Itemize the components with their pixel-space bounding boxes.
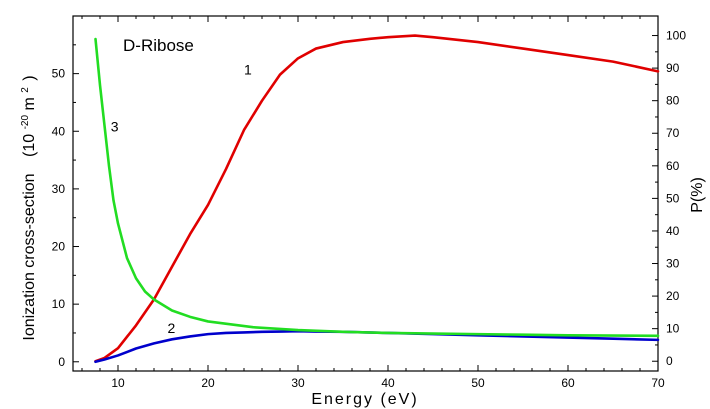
y2-tick-label: 50 bbox=[666, 191, 680, 205]
x-tick-label: 40 bbox=[381, 376, 395, 390]
y-axis-label-unit-exp2: 2 bbox=[20, 87, 31, 93]
series-line-3 bbox=[94, 37, 660, 338]
x-tick-label: 30 bbox=[291, 376, 305, 390]
y2-tick-label: 20 bbox=[666, 289, 680, 303]
x-axis-label: Energy (eV) bbox=[311, 391, 418, 408]
y-axis-label-unit-close: ) bbox=[21, 75, 38, 80]
curve-label-1: 1 bbox=[244, 62, 252, 78]
x-tick-label: 10 bbox=[111, 376, 125, 390]
y-tick-label: 30 bbox=[52, 182, 66, 196]
y2-tick-label: 40 bbox=[666, 224, 680, 238]
x-tick-label: 60 bbox=[561, 376, 575, 390]
label-group: 1 2 3 bbox=[111, 62, 252, 336]
y2-axis-label: P(%) bbox=[689, 177, 706, 213]
y-tick-label: 0 bbox=[58, 355, 65, 369]
y-axis-label-unit-tail: m bbox=[21, 97, 38, 110]
y-tick-label: 40 bbox=[52, 124, 66, 138]
y2-tick-label: 80 bbox=[666, 94, 680, 108]
y-axis-label-unit-exp: -20 bbox=[20, 115, 31, 130]
y2-tick-label: 30 bbox=[666, 257, 680, 271]
y2-tick-label: 70 bbox=[666, 126, 680, 140]
y-tick-label: 50 bbox=[52, 67, 66, 81]
x-tick-label: 20 bbox=[201, 376, 215, 390]
chart-title: D-Ribose bbox=[123, 36, 194, 55]
y-axis-label: Ionization cross-section (10 -20 m 2 ) bbox=[15, 75, 38, 340]
tick-group: 10 20 30 40 50 60 7001020304050010203040506070… bbox=[52, 16, 686, 390]
series-line-2 bbox=[94, 329, 660, 364]
series-line-1 bbox=[94, 34, 660, 363]
plot-frame bbox=[72, 15, 659, 372]
curve-label-3: 3 bbox=[111, 118, 119, 134]
y2-tick-label: 90 bbox=[666, 61, 680, 75]
y2-tick-label: 0 bbox=[666, 354, 673, 368]
y-tick-label: 10 bbox=[52, 297, 66, 311]
x-tick-label: 50 bbox=[471, 376, 485, 390]
y2-tick-label: 100 bbox=[666, 29, 686, 43]
y2-tick-label: 10 bbox=[666, 322, 680, 336]
y-tick-label: 20 bbox=[52, 240, 66, 254]
series-group bbox=[94, 34, 660, 364]
y-axis-label-main: Ionization cross-section bbox=[21, 173, 38, 340]
curve-label-2: 2 bbox=[168, 320, 176, 336]
y-axis-label-unit-base: (10 bbox=[21, 134, 38, 157]
x-tick-label: 70 bbox=[651, 376, 665, 390]
y2-tick-label: 60 bbox=[666, 159, 680, 173]
